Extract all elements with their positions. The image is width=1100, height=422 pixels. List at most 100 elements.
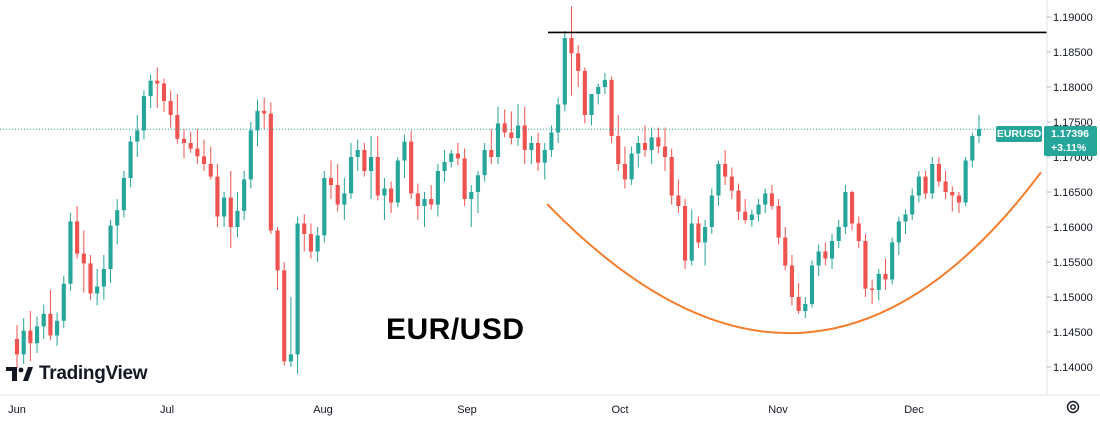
candle — [181, 129, 187, 159]
candle — [769, 185, 774, 210]
candle — [602, 73, 607, 94]
candle-body — [75, 221, 80, 254]
candle-body — [589, 94, 594, 115]
candle-body — [48, 313, 53, 336]
candle — [455, 143, 460, 166]
candle — [168, 90, 173, 128]
candle-body — [515, 125, 521, 139]
candle-body — [148, 80, 153, 97]
candle-body — [268, 113, 273, 231]
cup-pattern-curve[interactable] — [546, 171, 1042, 335]
candle — [469, 185, 474, 227]
candle — [55, 312, 60, 346]
tradingview-logo-text: TradingView — [39, 363, 148, 384]
candle-body — [502, 123, 507, 133]
candle — [809, 260, 815, 308]
candle — [676, 179, 681, 213]
candle-body — [883, 273, 888, 280]
candle — [756, 199, 761, 222]
candle-body — [776, 206, 781, 238]
candle — [395, 157, 400, 208]
candle — [669, 148, 674, 205]
candle — [302, 214, 307, 252]
candle-body — [729, 176, 734, 191]
candle — [429, 185, 434, 210]
candle-body — [235, 210, 240, 227]
candle-body — [442, 161, 447, 171]
candle-body — [255, 110, 260, 131]
candle — [75, 206, 80, 259]
candle — [749, 209, 754, 227]
candle — [375, 136, 380, 201]
candle-body — [809, 265, 815, 304]
candle — [101, 255, 106, 300]
candle — [342, 178, 347, 220]
candle — [943, 171, 948, 199]
candle-body — [262, 110, 267, 114]
candle — [215, 164, 220, 227]
candle-body — [449, 153, 454, 162]
candle — [148, 74, 153, 108]
candle — [208, 146, 213, 180]
candle-body — [34, 326, 40, 344]
candle-body — [375, 157, 380, 196]
candle — [41, 304, 46, 339]
candle-body — [769, 193, 774, 206]
candle-body — [756, 204, 761, 215]
x-tick-label: Jul — [160, 404, 174, 416]
candle-body — [61, 283, 66, 321]
candle — [315, 227, 320, 262]
candles-layer — [14, 6, 982, 374]
candle — [903, 209, 908, 234]
candle — [649, 127, 654, 164]
candle — [28, 311, 33, 362]
x-tick-label: Nov — [768, 404, 788, 416]
candle — [155, 67, 160, 108]
candle — [529, 136, 534, 164]
candle — [248, 122, 253, 189]
candle-body — [596, 87, 601, 94]
candle — [682, 199, 688, 269]
candle — [629, 146, 634, 185]
candle — [409, 130, 414, 199]
candle — [816, 244, 821, 276]
candle — [622, 146, 628, 189]
candle — [128, 136, 133, 188]
candle — [829, 234, 835, 269]
x-tick-label: Dec — [904, 404, 924, 416]
candle-body — [288, 354, 293, 362]
candle — [569, 6, 574, 96]
candle-body — [976, 129, 982, 136]
candle-body — [816, 251, 821, 266]
candle-body — [662, 146, 668, 157]
candle — [68, 213, 73, 291]
candle — [536, 132, 541, 171]
candle — [201, 139, 207, 171]
settings-gear-icon[interactable] — [1064, 398, 1082, 416]
candle — [556, 97, 561, 143]
last-price-label: 1.17396 — [1051, 128, 1089, 140]
candle — [275, 227, 280, 290]
candle — [549, 125, 554, 157]
candle-body — [669, 157, 674, 196]
candle-body — [703, 227, 708, 243]
candle-body — [348, 157, 354, 194]
candle — [415, 183, 420, 220]
candle-body — [529, 143, 534, 150]
candle — [308, 223, 314, 259]
candle — [930, 157, 935, 199]
candle-body — [522, 125, 527, 150]
candle — [589, 94, 594, 126]
candle — [368, 136, 374, 199]
y-tick-label: 1.14000 — [1053, 362, 1093, 374]
candle — [348, 143, 354, 199]
candle-body — [55, 320, 60, 336]
candle — [188, 131, 193, 153]
candle — [502, 109, 507, 138]
candle-body — [622, 164, 628, 180]
candle-body — [936, 164, 941, 182]
candle-body — [682, 206, 688, 261]
candle — [121, 171, 126, 218]
